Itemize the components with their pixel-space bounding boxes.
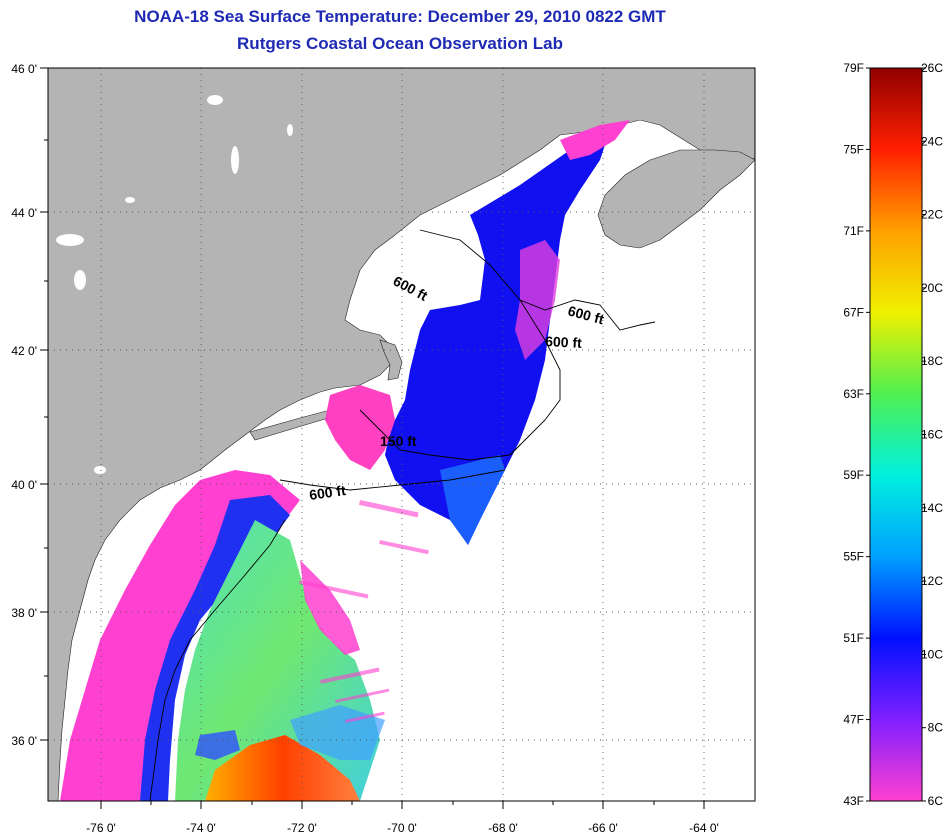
lat-label: 42 0' [11, 344, 37, 358]
contour-600ft-gb [509, 299, 561, 456]
sst-map: 600 ft 600 ft 600 ft 150 ft 600 ft [11, 62, 756, 835]
lat-label: 46 0' [11, 62, 37, 76]
latitude-labels: 46 0' 44 0' 42 0' 40 0' 38 0' 36 0' [11, 62, 37, 748]
colorbar-scale [869, 67, 923, 802]
sst-magenta-ne [560, 120, 630, 160]
sst-shelf-break-blue [140, 495, 290, 801]
colorbar-f-label: 43F [843, 794, 864, 808]
colorbar-c-label: 20C [921, 281, 943, 295]
map-content [48, 68, 755, 801]
colorbar-c-label: 16C [921, 428, 943, 442]
contour-600ft-mab [149, 519, 286, 801]
colorbar-f-label: 51F [843, 631, 864, 645]
sst-gulf-cyan-streak [440, 455, 505, 545]
colorbar-f-label: 67F [843, 305, 864, 319]
colorbar-fahrenheit-labels: 79F 75F 71F 67F 63F 59F 55F 51F 47F 43F [843, 61, 870, 808]
colorbar-f-label: 47F [843, 713, 864, 727]
lon-label: -68 0' [488, 821, 518, 835]
colorbar-f-label: 63F [843, 387, 864, 401]
map-title: NOAA-18 Sea Surface Temperature: Decembe… [134, 7, 666, 26]
lon-label: -64 0' [689, 821, 719, 835]
sst-blue-patch [195, 730, 240, 760]
contour-label: 600 ft [545, 333, 583, 351]
lat-label: 44 0' [11, 206, 37, 220]
sst-magenta-north [325, 385, 395, 470]
colorbar-f-label: 71F [843, 224, 864, 238]
lon-label: -70 0' [387, 821, 417, 835]
lat-label: 40 0' [11, 478, 37, 492]
land-nova-scotia [597, 149, 755, 249]
contour-600ft-shelf [279, 469, 506, 491]
sst-streaks [299, 500, 429, 723]
colorbar-f-label: 79F [843, 61, 864, 75]
colorbar-c-label: 22C [921, 208, 943, 222]
sst-magenta-gom [515, 240, 560, 360]
lat-label: 36 0' [11, 734, 37, 748]
contour-label: 150 ft [380, 433, 417, 449]
colorbar-f-label: 59F [843, 468, 864, 482]
sst-gulf-of-maine [385, 130, 610, 545]
colorbar-c-label: 12C [921, 574, 943, 588]
colorbar-c-label: 10C [921, 647, 943, 661]
colorbar-c-label: 14C [921, 501, 943, 515]
longitude-labels: -76 0' -74 0' -72 0' -70 0' -68 0' -66 0… [86, 821, 719, 835]
colorbar-c-label: 24C [921, 134, 943, 148]
colorbar-c-label: 6C [928, 794, 944, 808]
lon-label: -76 0' [86, 821, 116, 835]
bathymetry-contours [149, 229, 656, 801]
colorbar-celsius-labels: 26C 24C 22C 20C 18C 16C 14C 12C 10C 8C 6C [921, 61, 943, 808]
sst-gulf-stream-warm [205, 735, 360, 801]
contour-label: 600 ft [308, 482, 347, 503]
lon-label: -72 0' [287, 821, 317, 835]
colorbar-f-label: 75F [843, 142, 864, 156]
colorbar: 79F 75F 71F 67F 63F 59F 55F 51F 47F 43F 26C 24C 22C… [843, 61, 943, 808]
contour-150ft [359, 409, 521, 461]
lon-label: -66 0' [588, 821, 618, 835]
map-subtitle: Rutgers Coastal Ocean Observation Lab [237, 34, 563, 53]
colorbar-f-label: 55F [843, 550, 864, 564]
axis-ticks [40, 67, 705, 809]
graticule [48, 68, 755, 801]
lat-label: 38 0' [11, 606, 37, 620]
colorbar-c-label: 18C [921, 354, 943, 368]
colorbar-c-label: 26C [921, 61, 943, 75]
lon-label: -74 0' [186, 821, 216, 835]
contour-600ft-north [419, 229, 656, 331]
colorbar-c-label: 8C [928, 721, 944, 735]
